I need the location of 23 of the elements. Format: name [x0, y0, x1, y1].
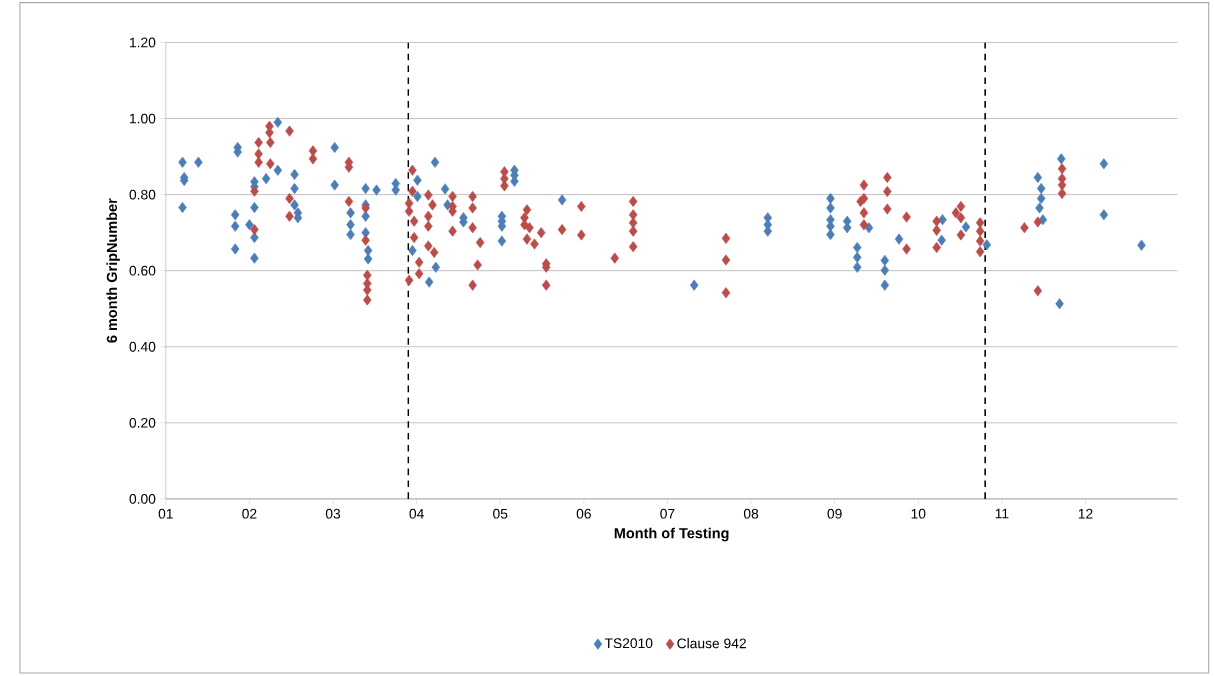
x-axis-title: Month of Testing [614, 527, 729, 542]
y-tick-label: 0.00 [129, 494, 156, 504]
y-tick-label: 0.20 [129, 418, 156, 428]
x-tick-label: 11 [995, 508, 1009, 519]
x-tick-label: 06 [576, 508, 591, 519]
y-tick-label: 0.40 [129, 341, 156, 352]
x-tick-label: 12 [1078, 508, 1093, 519]
x-tick-label: 07 [660, 508, 675, 519]
x-tick-label: 01 [158, 508, 173, 519]
y-tick-label: 1.00 [130, 113, 156, 124]
x-tick-label: 09 [827, 508, 842, 519]
y-axis-title: 6 month GripNumber [106, 198, 120, 343]
y-tick-label: 0.80 [129, 189, 156, 200]
x-tick-label: 02 [242, 508, 257, 519]
y-tick-label: 0.60 [129, 265, 156, 276]
x-tick-label: 08 [743, 508, 759, 519]
legend-label: TS2010 [604, 638, 653, 649]
x-tick-label: 03 [325, 508, 341, 519]
y-tick-label: 1.20 [130, 37, 156, 48]
legend-label: Clause 942 [677, 638, 746, 649]
x-tick-label: 05 [493, 508, 508, 519]
x-tick-label: 04 [409, 508, 424, 519]
x-tick-label: 10 [911, 508, 926, 519]
